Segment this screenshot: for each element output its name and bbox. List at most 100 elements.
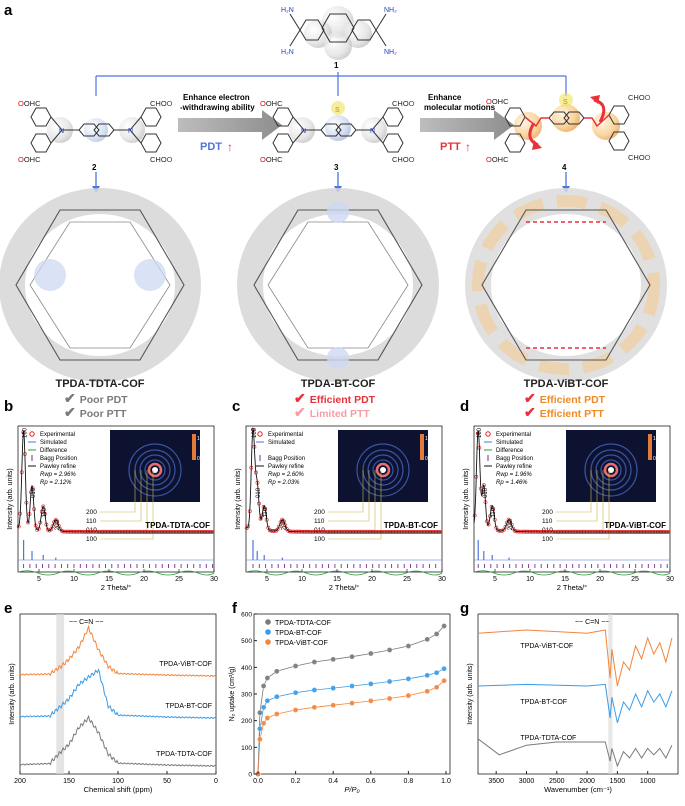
pxrd-panels: 10³0200110010100ExperimentalSimulatedDif…: [7, 425, 674, 592]
x-tick-label: 15: [105, 576, 113, 583]
x-tick-label: 20: [596, 576, 604, 583]
cn-mark: ~~ C=N ~~: [69, 619, 103, 626]
experimental-point: [275, 527, 280, 532]
experimental-point: [502, 527, 506, 532]
mol4-cho-top: CHOO: [628, 93, 651, 102]
bet-point: [433, 669, 440, 676]
arrow-pdt: [178, 110, 282, 140]
peak-label: 200: [508, 520, 514, 531]
x-tick-label: 1500: [610, 778, 626, 785]
tdta-pdt-check: ✔ Poor PDT: [64, 390, 128, 406]
bet-point: [405, 643, 412, 649]
svg-text:N: N: [301, 128, 306, 135]
legend-label: Simulated: [496, 440, 523, 446]
nmr-series-line: [19, 624, 217, 678]
x-tick-label: 20: [140, 576, 148, 583]
y-tick-label: 600: [241, 612, 252, 619]
x-tick-label: 5: [37, 576, 41, 583]
rwp-value: Rwp = 2.60%: [268, 472, 305, 478]
panel-label-e: e: [4, 600, 13, 617]
mol3-cho-top: CHOO: [392, 99, 415, 108]
y-axis-label: Intensity (arb. units): [235, 468, 242, 529]
check-icon: ✔: [294, 390, 306, 406]
x-tick-label: 20: [368, 576, 376, 583]
cof-name-bt: TPDA-BT-COF: [300, 378, 376, 390]
hkl-leader-label: 200: [86, 509, 97, 516]
y-tick-label: 300: [241, 692, 252, 699]
bet-point: [292, 663, 299, 669]
bet-point: [349, 683, 355, 689]
highlight-band: [56, 614, 65, 774]
peak-label: 100: [477, 427, 483, 438]
plot-frame: [19, 613, 217, 775]
bet-point: [264, 715, 271, 721]
bet-series-line: [257, 625, 445, 775]
mol3-label: 3: [334, 163, 339, 172]
bet-point: [264, 697, 271, 704]
cof-name-tdta: TPDA-TDTA-COF: [55, 378, 145, 390]
x-tick-label: 15: [561, 576, 569, 583]
legend-label: TPDA-TDTA-COF: [275, 620, 331, 627]
x-tick-label: 25: [175, 576, 183, 583]
x-tick-label: 0.0: [253, 778, 263, 785]
colorbar: [192, 434, 196, 460]
diffraction-ring: [356, 443, 410, 497]
pxrd-cof-name: TPDA-TDTA-COF: [145, 521, 210, 530]
mol2-ohc-bottom: OOHC: [18, 155, 41, 164]
bet-point: [273, 668, 280, 675]
rp-value: Rp = 2.03%: [268, 480, 300, 486]
arrow1-up: ↑: [227, 140, 233, 154]
experimental-point: [505, 520, 509, 525]
mol3-ohc-top: OOHC: [260, 99, 283, 108]
hkl-leader-line: [556, 470, 610, 540]
experimental-point: [277, 524, 281, 529]
bet-point: [311, 659, 318, 665]
legend-label: Experimental: [496, 432, 531, 438]
y-axis-label: Intensity (arb. units): [9, 663, 16, 724]
bet-point: [386, 647, 393, 653]
hkl-leader-label: 100: [314, 536, 325, 543]
saxs-inset: [338, 430, 428, 502]
x-axis-label: 2 Theta/°: [557, 583, 587, 592]
panel-label-b: b: [4, 398, 14, 415]
y-axis-label: Intensity (arb. units): [467, 663, 474, 724]
experimental-point: [55, 519, 60, 524]
peak-label: 200: [55, 520, 61, 531]
difference-curve: [17, 570, 215, 576]
difference-curve: [245, 570, 443, 576]
y-tick-label: 500: [241, 638, 252, 645]
diffraction-ring: [367, 454, 399, 486]
experimental-point: [56, 523, 61, 528]
svg-text:S: S: [563, 99, 568, 106]
monomer-1: [289, 6, 387, 60]
mol1-nh2-top: NH₂: [384, 7, 397, 14]
x-tick-label: 0: [214, 778, 218, 785]
bet-point: [424, 688, 431, 695]
bet-point: [367, 650, 374, 657]
diffraction-ring: [147, 462, 163, 478]
diffraction-ring: [375, 462, 391, 478]
hkl-leader-label: 100: [86, 536, 97, 543]
y-tick-label: 200: [241, 718, 252, 725]
saxs-inset: [566, 430, 656, 502]
mol2-cho-bottom: CHOO: [150, 155, 173, 164]
legend-marker: [257, 431, 263, 437]
bet-point: [292, 707, 299, 713]
nmr-chart: ~~ C=N ~~ TPDA-ViBT-COF TPDA-BT-COF TPDA-TD…: [9, 613, 218, 794]
mol1-h2n-bottom: H₂N: [281, 49, 294, 56]
plot-frame: [253, 613, 451, 775]
x-tick-label: 2500: [549, 778, 565, 785]
y-axis-label: N₂ uptake (cm³/g): [229, 667, 236, 722]
rwp-value: Rwp = 2.96%: [40, 472, 77, 478]
svg-text:N: N: [59, 128, 64, 135]
diffraction-ring: [600, 459, 622, 481]
legend-marker: [265, 629, 271, 635]
bet-point: [433, 631, 440, 637]
saxs-inset: [110, 430, 200, 502]
x-tick-label: 3000: [519, 778, 535, 785]
peak-label: 010: [256, 487, 262, 498]
x-tick-label: 10: [298, 576, 306, 583]
check-icon: ✔: [524, 404, 536, 420]
svg-text:N: N: [128, 128, 133, 135]
y-tick-label: 0: [248, 772, 252, 779]
